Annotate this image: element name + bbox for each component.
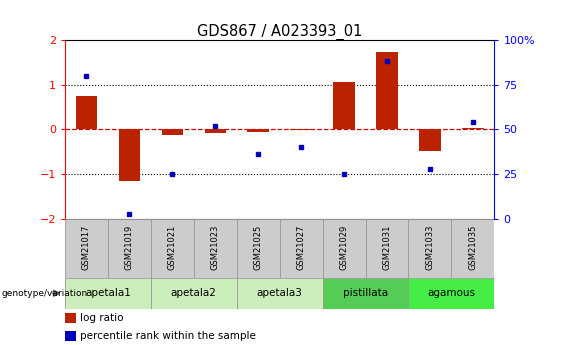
Text: apetala2: apetala2 [171, 288, 217, 298]
Text: GSM21021: GSM21021 [168, 225, 177, 270]
Bar [323, 219, 366, 278]
Bar [194, 219, 237, 278]
Text: agamous: agamous [428, 288, 475, 298]
Bar [408, 278, 494, 309]
Bar [366, 219, 408, 278]
Bar [419, 129, 441, 151]
Bar [247, 129, 269, 132]
Bar [333, 82, 355, 129]
Text: GSM21019: GSM21019 [125, 225, 134, 270]
Bar [290, 129, 312, 130]
Bar [162, 129, 183, 135]
Title: GDS867 / A023393_01: GDS867 / A023393_01 [197, 23, 362, 40]
Text: apetala1: apetala1 [85, 288, 131, 298]
Bar [323, 278, 408, 309]
Bar [151, 219, 194, 278]
Bar [462, 128, 484, 129]
Bar [237, 278, 323, 309]
Bar [76, 96, 97, 129]
Text: GSM21017: GSM21017 [82, 225, 91, 270]
Bar [451, 219, 494, 278]
Text: GSM21031: GSM21031 [383, 225, 392, 270]
Bar [65, 313, 76, 323]
Text: log ratio: log ratio [80, 313, 124, 323]
Bar [65, 331, 76, 341]
Bar [408, 219, 451, 278]
Text: genotype/variation: genotype/variation [1, 289, 88, 298]
Text: pistillata: pistillata [343, 288, 388, 298]
Bar [65, 278, 151, 309]
Bar [151, 278, 237, 309]
Text: GSM21027: GSM21027 [297, 225, 306, 270]
Text: GSM21023: GSM21023 [211, 225, 220, 270]
Bar [205, 129, 226, 133]
Text: GSM21035: GSM21035 [468, 225, 477, 270]
Text: GSM21029: GSM21029 [340, 225, 349, 270]
Bar [237, 219, 280, 278]
Bar [119, 129, 140, 181]
Text: apetala3: apetala3 [257, 288, 303, 298]
Text: percentile rank within the sample: percentile rank within the sample [80, 331, 256, 341]
Bar [376, 52, 398, 129]
Text: GSM21025: GSM21025 [254, 225, 263, 270]
Text: GSM21033: GSM21033 [425, 225, 434, 270]
Bar [108, 219, 151, 278]
Bar [65, 219, 108, 278]
Bar [280, 219, 323, 278]
